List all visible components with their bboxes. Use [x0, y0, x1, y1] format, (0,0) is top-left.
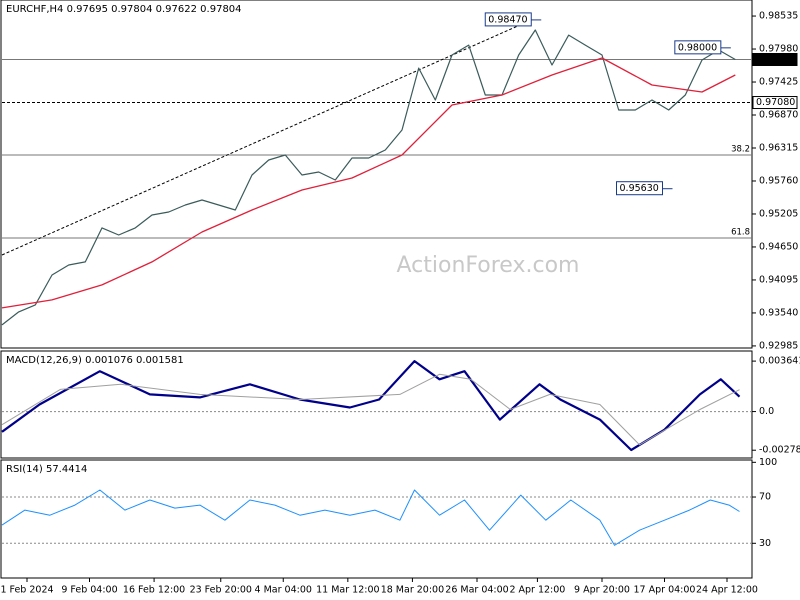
annotation-label: 0.98470	[488, 14, 527, 25]
panel-frame	[0, 459, 753, 579]
x-tick-label: 23 Feb 20:00	[190, 585, 252, 596]
x-tick-label: 11 Mar 12:00	[316, 585, 379, 596]
y-tick-label: 0.003641	[759, 356, 800, 367]
series-line	[1, 29, 736, 326]
x-tick-label: 1 Feb 2024	[0, 585, 53, 596]
watermark: ActionForex.com	[397, 253, 580, 278]
annotation-label: 0.98000	[678, 42, 717, 53]
x-tick-label: 17 Apr 04:00	[634, 585, 696, 596]
panel-title: MACD(12,26,9) 0.001076 0.001581	[6, 355, 184, 366]
y-tick-label: 30	[759, 538, 771, 549]
x-tick-label: 26 Mar 04:00	[445, 585, 508, 596]
x-tick-label: 18 Mar 20:00	[381, 585, 444, 596]
y-tick-label: 0.0	[759, 406, 774, 417]
x-tick-label: 16 Feb 12:00	[123, 585, 185, 596]
y-tick-label: 0.98535	[759, 11, 798, 22]
annotation-label: 0.95630	[620, 183, 659, 194]
panel-frame	[0, 0, 753, 349]
y-tick-label: 0.97425	[759, 77, 798, 88]
panel-title: EURCHF,H4 0.97695 0.97804 0.97622 0.9780…	[6, 4, 242, 15]
series-line	[1, 57, 736, 309]
x-tick-label: 9 Feb 04:00	[61, 585, 117, 596]
x-tick-label: 4 Mar 04:00	[255, 585, 312, 596]
level-tag	[752, 52, 798, 66]
series-line	[1, 489, 740, 546]
y-tick-label: 100	[759, 457, 777, 468]
y-tick-label: -0.002788	[759, 445, 800, 456]
y-tick-label: 0.94095	[759, 274, 798, 285]
x-tick-label: 24 Apr 12:00	[696, 585, 758, 596]
y-tick-label: 0.96315	[759, 142, 798, 153]
panel-frame	[0, 350, 753, 459]
y-tick-label: 0.97980	[759, 44, 798, 55]
level-tag	[752, 96, 798, 110]
y-tick-label: 0.96870	[759, 110, 798, 121]
trendline	[1, 19, 532, 256]
y-tick-label: 0.95205	[759, 208, 798, 219]
y-tick-label: 0.92985	[759, 340, 798, 351]
x-tick-label: 2 Apr 12:00	[509, 585, 565, 596]
level-tag-label: 0.97080	[756, 97, 795, 108]
y-tick-label: 0.94650	[759, 241, 798, 252]
y-tick-label: 0.93540	[759, 307, 798, 318]
y-tick-label: 70	[759, 492, 771, 503]
level-label: 38.2	[731, 145, 750, 155]
x-tick-label: 9 Apr 20:00	[574, 585, 630, 596]
level-label: 61.8	[731, 227, 750, 237]
y-tick-label: 0.95760	[759, 175, 798, 186]
level-tag-label: 0.97804	[756, 54, 795, 65]
panel-title: RSI(14) 57.4414	[6, 464, 87, 475]
series-line	[1, 373, 740, 446]
